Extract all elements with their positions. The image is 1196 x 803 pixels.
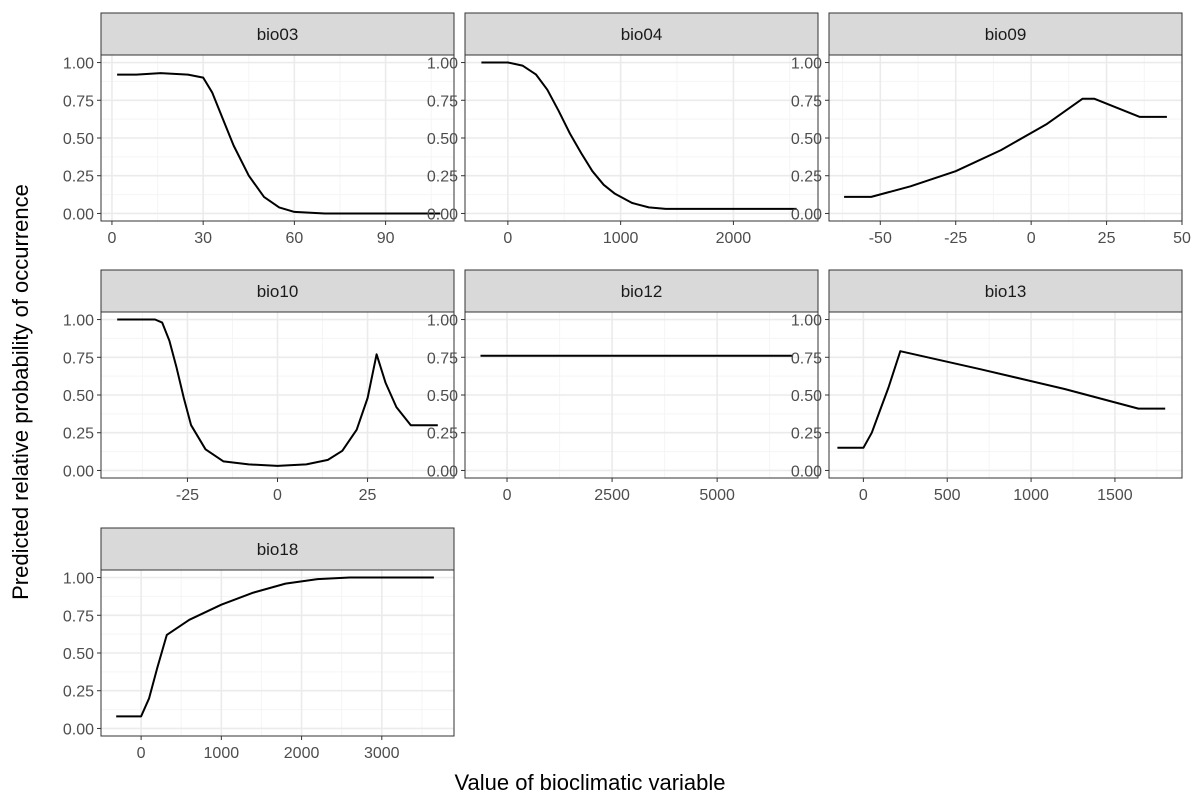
x-tick-label: 1000 (204, 745, 240, 762)
y-tick-label: 1.00 (427, 313, 458, 330)
panel-bio10: bio10 0.00 0.25 0.50 0.75 1.00 -25 0 25 (63, 269, 455, 504)
panel-bio12: bio12 0.00 0.25 0.50 0.75 1.00 0 2500 5000 (427, 269, 819, 504)
panel-bio13: bio13 0.00 0.25 0.50 0.75 1.00 0 500 1000 1500 (791, 269, 1183, 504)
x-tick-label: 0 (859, 487, 868, 504)
x-tick-label: 0 (107, 230, 116, 247)
y-tick-label: 0.75 (63, 608, 94, 625)
x-tick-label: 0 (503, 487, 512, 504)
y-tick-label: 0.25 (791, 169, 822, 186)
panel-title: bio18 (257, 540, 299, 559)
x-tick-label: 1000 (603, 230, 639, 247)
series-line-bio03 (117, 72, 441, 215)
y-tick-label: 1.00 (63, 313, 94, 330)
y-tick-label: 0.25 (427, 169, 458, 186)
panel-bio18: bio18 0.00 0.25 0.50 0.75 1.00 0 1000 2000 3000 (63, 527, 455, 762)
y-axis-label: Predicted relative probability of occurr… (8, 184, 33, 600)
panel-strip (100, 269, 455, 313)
y-tick-label: 0.50 (791, 388, 822, 405)
panel-title: bio03 (257, 25, 299, 44)
panel-title: bio09 (985, 25, 1027, 44)
panel-title: bio10 (257, 282, 299, 301)
major-grid (829, 312, 1182, 478)
x-tick-label: 5000 (699, 487, 735, 504)
panel-strip (100, 12, 455, 56)
minor-grid (101, 570, 454, 736)
x-tick-label: 0 (503, 230, 512, 247)
y-tick-label: 0.25 (63, 426, 94, 443)
series-line-bio10 (117, 318, 438, 467)
x-tick-label: 50 (1173, 230, 1191, 247)
x-tick-label: 0 (273, 487, 282, 504)
panel-bio04: bio04 0.00 0.25 0.50 0.75 1.00 0 1000 2000 (427, 12, 819, 247)
y-tick-label: 0.25 (63, 169, 94, 186)
y-tick-label: 0.50 (427, 131, 458, 148)
x-tick-label: -25 (944, 230, 967, 247)
y-tick-label: 0.25 (791, 426, 822, 443)
x-tick-label: 0 (137, 745, 146, 762)
y-tick-label: 0.25 (427, 426, 458, 443)
x-tick-label: -50 (869, 230, 892, 247)
y-tick-label: 0.50 (63, 646, 94, 663)
y-tick-label: 0.75 (63, 93, 94, 110)
y-tick-label: 0.00 (63, 206, 94, 223)
x-tick-label: 2000 (284, 745, 320, 762)
series-line-bio13 (837, 350, 1166, 449)
series-line-bio18 (116, 576, 434, 718)
y-tick-label: 0.50 (63, 131, 94, 148)
panel-strip (464, 269, 819, 313)
major-grid (829, 55, 1183, 221)
major-grid (101, 570, 454, 736)
major-grid (465, 312, 818, 478)
y-tick-label: 0.75 (427, 350, 458, 367)
y-tick-label: 0.00 (791, 206, 822, 223)
y-tick-label: 0.00 (427, 463, 458, 480)
y-tick-label: 0.00 (63, 721, 94, 738)
x-tick-label: 500 (934, 487, 961, 504)
panel-title: bio12 (621, 282, 663, 301)
x-axis-label: Value of bioclimatic variable (454, 770, 726, 795)
series-line-bio09 (844, 97, 1167, 198)
minor-grid (829, 312, 1182, 478)
y-tick-label: 1.00 (791, 313, 822, 330)
y-tick-label: 0.50 (791, 131, 822, 148)
x-tick-label: 25 (1098, 230, 1116, 247)
y-tick-label: 0.75 (427, 93, 458, 110)
panel-title: bio13 (985, 282, 1027, 301)
y-tick-label: 1.00 (63, 571, 94, 588)
y-tick-label: 0.75 (791, 93, 822, 110)
major-grid (101, 312, 454, 478)
x-tick-label: 1000 (1013, 487, 1049, 504)
x-tick-label: -25 (176, 487, 199, 504)
panel-strip (464, 12, 819, 56)
x-tick-label: 1500 (1097, 487, 1133, 504)
series-line-bio04 (481, 61, 797, 210)
y-tick-label: 0.50 (427, 388, 458, 405)
panel-bio03: bio03 0.00 0.25 0.50 0.75 1.00 0 30 60 90 (63, 12, 455, 247)
y-tick-label: 0.00 (427, 206, 458, 223)
x-tick-label: 30 (194, 230, 212, 247)
x-tick-label: 2000 (716, 230, 752, 247)
panel-bio09: bio09 0.00 0.25 0.50 0.75 1.00 -50 -25 0 25 50 (791, 12, 1191, 247)
major-grid (465, 55, 818, 221)
y-tick-label: 0.00 (791, 463, 822, 480)
y-tick-label: 0.50 (63, 388, 94, 405)
y-tick-label: 1.00 (427, 56, 458, 73)
x-tick-label: 60 (285, 230, 303, 247)
y-tick-label: 0.75 (63, 350, 94, 367)
x-tick-label: 90 (377, 230, 395, 247)
y-tick-label: 0.00 (63, 463, 94, 480)
y-tick-label: 0.25 (63, 684, 94, 701)
x-tick-label: 3000 (364, 745, 400, 762)
y-tick-label: 1.00 (63, 56, 94, 73)
y-tick-label: 0.75 (791, 350, 822, 367)
x-tick-label: 0 (1027, 230, 1036, 247)
x-tick-label: 2500 (594, 487, 630, 504)
panel-title: bio04 (621, 25, 663, 44)
y-tick-label: 1.00 (791, 56, 822, 73)
x-tick-label: 25 (359, 487, 377, 504)
